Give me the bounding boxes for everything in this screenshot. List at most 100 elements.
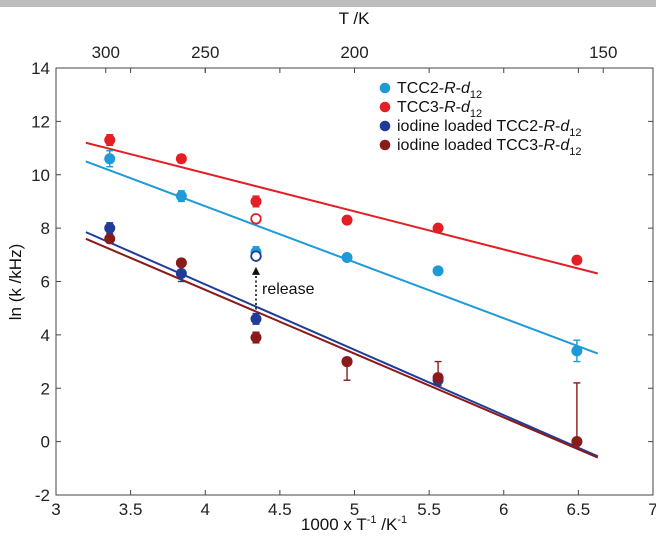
y-tick-label-9: 14	[31, 59, 50, 78]
fit-lines	[85, 141, 599, 459]
fit-line-series-2	[85, 141, 599, 275]
legend-label: TCC3-R-d12	[397, 99, 482, 120]
point-s1-1	[104, 153, 116, 165]
point-s2-3	[250, 195, 262, 207]
legend-label-dash: -	[456, 99, 461, 116]
legend-marker	[379, 101, 391, 113]
legend-label-italic-d: d	[461, 99, 471, 116]
y-tick-label-2: 0	[41, 433, 50, 452]
y-tick-label-1: -2	[35, 486, 50, 505]
open-marker-1	[250, 213, 262, 225]
legend-label: iodine loaded TCC2-R-d12	[397, 118, 582, 139]
legend-label-dash: -	[555, 137, 560, 154]
x-axis-title-unit: /K	[377, 515, 398, 534]
legend-label-italic-r: R	[444, 99, 456, 116]
legend-label-subscript: 12	[569, 127, 581, 139]
y-tick-label-5: 6	[41, 273, 50, 292]
point-s2-6	[571, 254, 583, 266]
x-tick-label-6: 5.5	[417, 500, 441, 519]
data-points	[104, 134, 583, 448]
top-tick-label-3: 200	[340, 43, 368, 62]
x-axis-ticks: 3 3.5 4 4.5 5 5.5 6 6.5 7	[51, 68, 656, 519]
x-tick-label-5: 5	[350, 500, 359, 519]
y-tick-label-3: 2	[41, 379, 50, 398]
point-s1-2	[175, 190, 187, 202]
point-s2-5	[432, 222, 444, 234]
x-tick-label-3: 4	[201, 500, 210, 519]
legend-label-subscript: 12	[470, 108, 482, 120]
legend-label-italic-r: R	[543, 137, 555, 154]
legend-marker	[379, 82, 391, 94]
legend-label-prefix: TCC2-	[397, 80, 444, 97]
y-tick-label-6: 8	[41, 219, 50, 238]
legend-item-4: iodine loaded TCC3-R-d12	[379, 137, 582, 158]
legend-label-dash: -	[456, 80, 461, 97]
y-tick-label-4: 4	[41, 326, 50, 345]
legend-item-3: iodine loaded TCC2-R-d12	[379, 118, 582, 139]
legend-label-italic-r: R	[444, 80, 456, 97]
x-tick-label-7: 6	[499, 500, 508, 519]
open-marker-2	[250, 250, 262, 262]
point-s1-4	[341, 251, 353, 263]
x-axis-title-main: 1000 x T	[301, 515, 367, 534]
error-bars	[106, 134, 581, 445]
legend-marker	[379, 139, 391, 151]
open-markers	[250, 213, 262, 262]
x-axis-title-sup2: -1	[397, 514, 407, 526]
point-s4-2	[175, 257, 187, 269]
point-s3-3	[250, 313, 262, 325]
x-axis-title-sup1: -1	[367, 514, 377, 526]
legend-label-dash: -	[555, 118, 560, 135]
top-axis-ticks: 300 250 200 150	[92, 43, 617, 73]
y-tick-label-8: 12	[31, 112, 50, 131]
x-axis-title: 1000 x T-1 /K-1	[301, 514, 407, 534]
point-s4-3	[250, 332, 262, 344]
point-s2-1	[104, 134, 116, 146]
top-border-strip	[0, 0, 656, 7]
point-s4-1	[104, 233, 116, 245]
point-s1-5	[432, 265, 444, 277]
x-tick-label-9: 7	[648, 500, 656, 519]
point-s2-4	[341, 214, 353, 226]
point-s4-6	[571, 436, 583, 448]
legend-label-subscript: 12	[470, 89, 482, 101]
x-tick-label-4: 4.5	[268, 500, 292, 519]
point-s1-6	[571, 345, 583, 357]
x-tick-label-2: 3.5	[119, 500, 143, 519]
point-s4-4	[341, 356, 353, 368]
top-tick-label-1: 300	[92, 43, 120, 62]
legend-item-1: TCC2-R-d12	[379, 80, 482, 101]
fit-line-series-4	[85, 237, 599, 459]
release-annotation: release	[251, 266, 315, 310]
top-tick-label-2: 250	[191, 43, 219, 62]
legend-label: TCC2-R-d12	[397, 80, 482, 101]
legend-item-2: TCC3-R-d12	[379, 99, 482, 120]
point-s3-2	[175, 267, 187, 279]
release-arrow-head	[251, 266, 260, 275]
top-axis-title: T /K	[339, 9, 371, 28]
x-tick-label-1: 3	[51, 500, 60, 519]
y-tick-label-7: 10	[31, 166, 50, 185]
legend-marker	[379, 120, 391, 132]
legend-label-prefix: TCC3-	[397, 99, 444, 116]
legend-label-italic-d: d	[560, 137, 570, 154]
legend-label-italic-d: d	[560, 118, 570, 135]
y-axis-ticks: -2 0 2 4 6 8 10 12 14	[31, 59, 653, 505]
point-s4-5	[432, 372, 444, 384]
legend-label-prefix: iodine loaded TCC3-	[397, 137, 543, 154]
fit-line-series-3	[85, 231, 599, 458]
legend-label: iodine loaded TCC3-R-d12	[397, 137, 582, 158]
legend-label-prefix: iodine loaded TCC2-	[397, 118, 543, 135]
release-label: release	[262, 281, 315, 298]
point-s2-2	[175, 153, 187, 165]
point-s3-1	[104, 222, 116, 234]
legend-label-italic-d: d	[461, 80, 471, 97]
y-axis-title: ln (k /kHz)	[6, 244, 25, 321]
legend-label-italic-r: R	[543, 118, 555, 135]
x-tick-label-8: 6.5	[567, 500, 591, 519]
top-tick-label-4: 150	[589, 43, 617, 62]
error-bar-s4-6	[573, 382, 581, 445]
legend-label-subscript: 12	[569, 146, 581, 158]
